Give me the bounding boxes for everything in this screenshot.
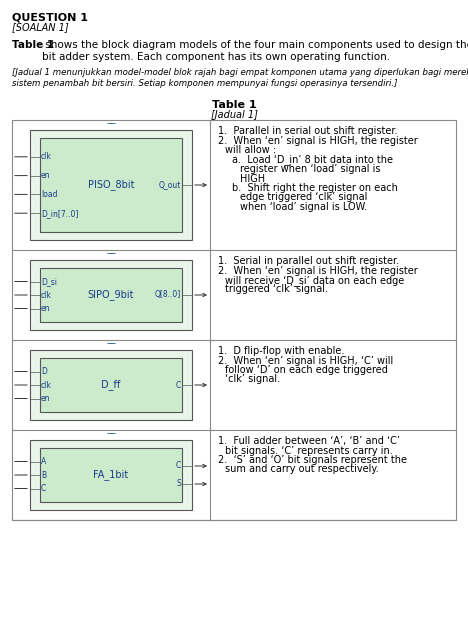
Bar	[40, 138, 182, 232]
Text: A: A	[41, 457, 46, 466]
Text: will allow :: will allow :	[225, 145, 276, 155]
Text: clk: clk	[41, 152, 52, 161]
Text: FA_1bit: FA_1bit	[94, 470, 129, 481]
Text: QUESTION 1: QUESTION 1	[12, 12, 88, 22]
Text: load: load	[41, 190, 58, 199]
Bar	[40, 268, 182, 322]
Text: en: en	[41, 394, 51, 403]
Text: 1.  Serial in parallel out shift register.: 1. Serial in parallel out shift register…	[218, 256, 399, 266]
Text: a.  Load ‘D_in’ 8 bit data into the: a. Load ‘D_in’ 8 bit data into the	[233, 154, 394, 165]
Text: Table 1: Table 1	[212, 100, 256, 110]
Bar	[40, 358, 182, 412]
Bar	[30, 130, 192, 240]
Text: Table 1: Table 1	[12, 40, 54, 50]
Text: C: C	[41, 484, 46, 493]
Text: shows the block diagram models of the four main components used to design the se: shows the block diagram models of the fo…	[42, 40, 468, 61]
Bar	[30, 260, 192, 330]
Text: Q_out: Q_out	[159, 180, 181, 189]
Text: [SOALAN 1]: [SOALAN 1]	[12, 22, 69, 32]
Text: en: en	[41, 304, 51, 313]
Text: S: S	[176, 479, 181, 488]
Text: b.  Shift right the register on each: b. Shift right the register on each	[233, 183, 398, 193]
Text: bit signals. ‘C’ represents carry in.: bit signals. ‘C’ represents carry in.	[225, 445, 393, 456]
Text: [Jadual 1]: [Jadual 1]	[211, 110, 257, 120]
Text: en: en	[41, 171, 51, 180]
Text: C: C	[176, 461, 181, 470]
Text: 2.  When ‘en’ signal is HIGH, ‘C’ will: 2. When ‘en’ signal is HIGH, ‘C’ will	[218, 355, 393, 365]
Bar	[30, 440, 192, 510]
Text: 1.  D flip-flop with enable.: 1. D flip-flop with enable.	[218, 346, 344, 356]
Text: 2.  When ‘en’ signal is HIGH, the register: 2. When ‘en’ signal is HIGH, the registe…	[218, 266, 418, 275]
Text: will receive ‘D_si’ data on each edge: will receive ‘D_si’ data on each edge	[225, 275, 404, 286]
Text: clk: clk	[41, 291, 52, 300]
Text: when ‘load’ signal is LOW.: when ‘load’ signal is LOW.	[240, 202, 367, 212]
Text: —: —	[107, 119, 116, 128]
Text: follow ‘D’ on each edge triggered: follow ‘D’ on each edge triggered	[225, 365, 388, 375]
Text: sum and carry out respectively.: sum and carry out respectively.	[225, 465, 379, 474]
Text: register when ‘load’ signal is: register when ‘load’ signal is	[240, 164, 380, 174]
Text: [Jadual 1 menunjukkan model-model blok rajah bagi empat komponen utama yang dipe: [Jadual 1 menunjukkan model-model blok r…	[12, 68, 468, 88]
Text: 2.  When ‘en’ signal is HIGH, the register: 2. When ‘en’ signal is HIGH, the registe…	[218, 136, 418, 145]
Text: triggered ‘clk’ signal.: triggered ‘clk’ signal.	[225, 285, 328, 294]
Text: B: B	[41, 470, 46, 479]
Text: D_si: D_si	[41, 277, 57, 286]
Bar	[40, 448, 182, 502]
Text: D_ff: D_ff	[102, 380, 121, 390]
Bar	[12, 120, 456, 520]
Text: —: —	[107, 339, 116, 348]
Bar	[30, 350, 192, 420]
Text: —: —	[107, 249, 116, 258]
Text: C: C	[176, 381, 181, 390]
Text: SIPO_9bit: SIPO_9bit	[88, 289, 134, 300]
Text: PISO_8bit: PISO_8bit	[88, 180, 134, 191]
Text: HIGH: HIGH	[240, 173, 265, 184]
Text: —: —	[107, 429, 116, 438]
Text: D: D	[41, 367, 47, 376]
Text: D_in[7..0]: D_in[7..0]	[41, 209, 78, 218]
Text: 1.  Parallel in serial out shift register.: 1. Parallel in serial out shift register…	[218, 126, 397, 136]
Text: 2.  ‘S’ and ‘O’ bit signals represent the: 2. ‘S’ and ‘O’ bit signals represent the	[218, 455, 407, 465]
Text: Q[8..0]: Q[8..0]	[155, 291, 181, 300]
Text: clk: clk	[41, 381, 52, 390]
Text: edge triggered ‘clk’ signal: edge triggered ‘clk’ signal	[240, 193, 367, 202]
Text: ‘clk’ signal.: ‘clk’ signal.	[225, 374, 280, 385]
Text: 1.  Full adder between ‘A’, ‘B’ and ‘C’: 1. Full adder between ‘A’, ‘B’ and ‘C’	[218, 436, 400, 446]
